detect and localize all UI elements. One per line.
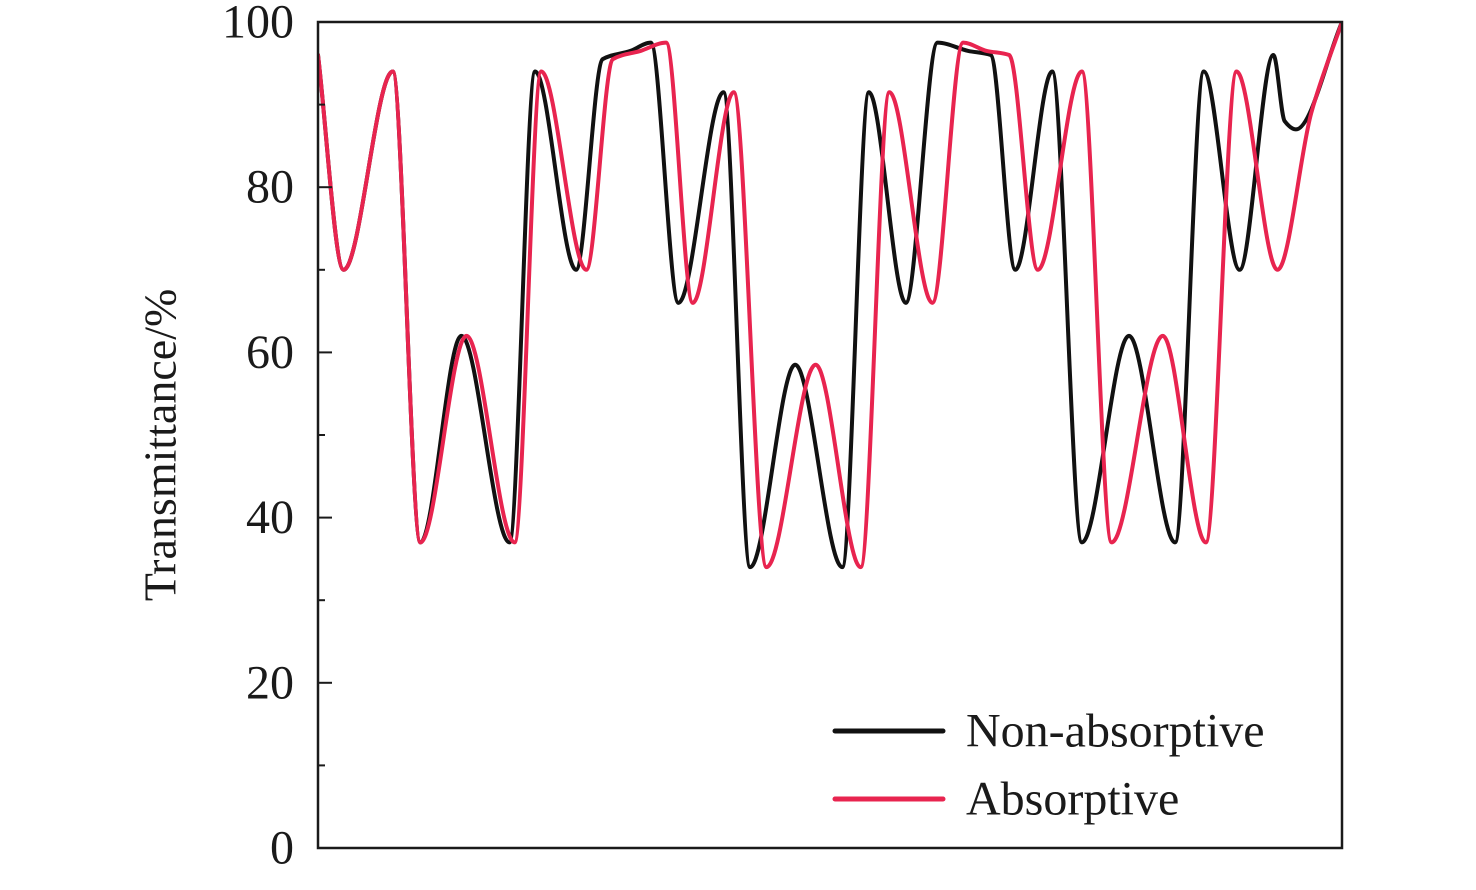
y-tick-label-60: 60 xyxy=(246,326,294,379)
series-line-absorptive xyxy=(318,22,1342,570)
y-tick-label-0: 0 xyxy=(270,822,294,875)
y-tick-label-20: 20 xyxy=(246,656,294,709)
plot-layer xyxy=(318,22,1342,570)
y-tick-label-100: 100 xyxy=(222,0,294,49)
legend: Non-absorptive Absorptive xyxy=(832,705,1265,826)
y-axis-title: Transmittance/% xyxy=(135,289,186,602)
legend-label-absorptive: Absorptive xyxy=(966,773,1179,826)
series-group xyxy=(318,22,1342,570)
legend-label-non-absorptive: Non-absorptive xyxy=(966,705,1265,758)
series-line-non-absorptive xyxy=(318,22,1342,570)
y-tick-label-80: 80 xyxy=(246,161,294,214)
axis-layer: 0 20 40 60 80 100 Transmittance/% xyxy=(135,0,1344,875)
y-tick-label-40: 40 xyxy=(246,491,294,544)
